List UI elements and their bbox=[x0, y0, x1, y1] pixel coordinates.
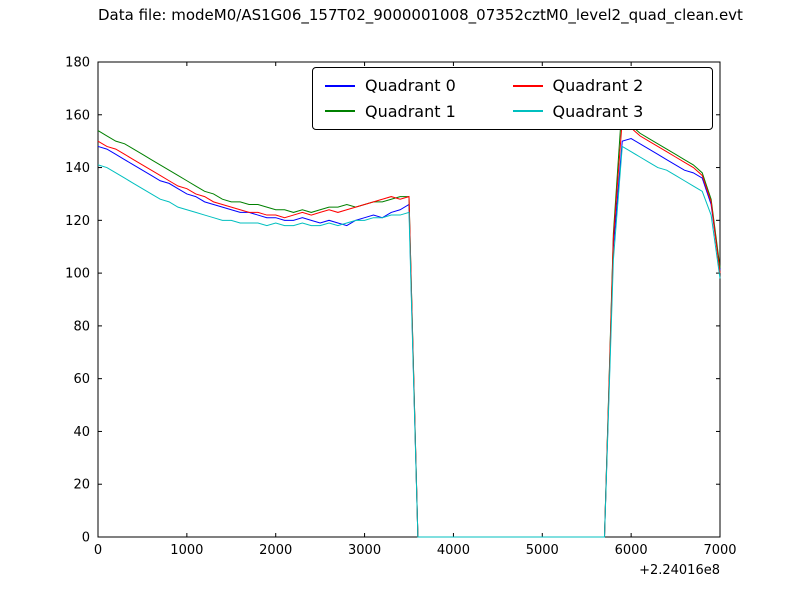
legend-entry-quadrant-2: Quadrant 2 bbox=[512, 76, 701, 96]
series-line-quadrant-2 bbox=[97, 119, 721, 538]
y-tick-label: 140 bbox=[65, 161, 90, 176]
x-tick-label: 0 bbox=[94, 543, 102, 558]
y-tick-label: 40 bbox=[73, 425, 90, 440]
y-tick-label: 80 bbox=[73, 319, 90, 334]
legend-label: Quadrant 2 bbox=[552, 76, 644, 96]
x-tick-label: 3000 bbox=[348, 543, 381, 558]
line-sample-icon bbox=[325, 84, 355, 87]
x-tick-label: 5000 bbox=[526, 543, 559, 558]
y-tick-label: 120 bbox=[65, 214, 90, 229]
legend-label: Quadrant 1 bbox=[365, 101, 456, 121]
y-tick-label: 20 bbox=[73, 478, 90, 493]
x-tick-label: 7000 bbox=[703, 543, 736, 558]
y-tick-label: 160 bbox=[65, 108, 90, 123]
x-axis-offset-label: +2.24016e8 bbox=[639, 563, 720, 578]
legend-label: Quadrant 0 bbox=[365, 76, 456, 96]
legend-entry-quadrant-3: Quadrant 3 bbox=[512, 101, 701, 121]
line-sample-icon bbox=[325, 110, 355, 113]
x-tick-label: 4000 bbox=[437, 543, 470, 558]
series-line-quadrant-1 bbox=[97, 101, 721, 538]
legend-entry-quadrant-0: Quadrant 0 bbox=[325, 76, 513, 95]
axes-frame bbox=[97, 61, 721, 538]
chart-title: Data file: modeM0/AS1G06_157T02_90000010… bbox=[98, 6, 743, 24]
legend: Quadrant 0 Quadrant 1 Quadrant 2 Quadran… bbox=[312, 67, 713, 130]
y-tick-label: 100 bbox=[65, 267, 90, 282]
legend-label: Quadrant 3 bbox=[552, 101, 644, 121]
x-tick-label: 1000 bbox=[170, 543, 203, 558]
y-tick-label: 0 bbox=[82, 531, 90, 546]
y-tick-label: 60 bbox=[73, 372, 90, 387]
series-line-quadrant-3 bbox=[97, 145, 721, 538]
line-sample-icon bbox=[512, 110, 543, 113]
x-tick-label: 2000 bbox=[259, 543, 292, 558]
x-tick-label: 6000 bbox=[615, 543, 648, 558]
y-tick-label: 180 bbox=[65, 56, 90, 71]
line-sample-icon bbox=[512, 84, 543, 87]
legend-entry-quadrant-1: Quadrant 1 bbox=[325, 102, 513, 121]
